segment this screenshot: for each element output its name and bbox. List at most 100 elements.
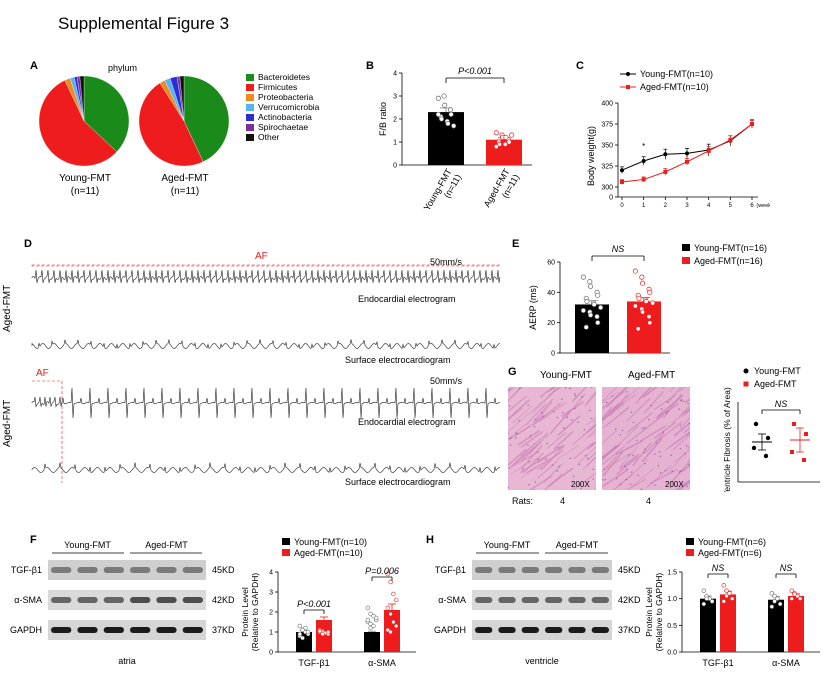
histo-nucleus (619, 483, 622, 486)
h-tissue: ventricle (525, 656, 559, 666)
b-point (509, 132, 515, 138)
histo-nucleus (637, 474, 639, 477)
f-sig-text-1: P=0.006 (365, 566, 399, 576)
histo-fiber (517, 430, 540, 446)
chart-e: 0 20 40 60 AERP (ms) NS Young-FMT(n=16) Aged-FM… (528, 243, 767, 358)
histo-nucleus (643, 427, 646, 429)
histo-fiber (571, 387, 588, 403)
e-legend-swatch-0 (682, 244, 690, 251)
panel-b-label: B (366, 60, 374, 72)
h-young-label: Young-FMT (484, 540, 531, 550)
f-y-label-2: (Relative to GAPDH) (250, 573, 260, 652)
pie-slice-other (79, 75, 85, 122)
histo-nucleus (589, 409, 591, 412)
histo-nucleus (626, 390, 628, 393)
b-y-tick-label: 0 (393, 163, 397, 170)
histo-fiber (508, 448, 528, 467)
f-band (77, 567, 98, 573)
surface-label-bottom: Surface electrocardiogram (345, 477, 451, 487)
c-legend-text-0: Young-FMT(n=10) (640, 69, 713, 79)
histo-nucleus (586, 457, 589, 459)
h-band-size-1: 42KD (618, 595, 641, 605)
f-point (388, 579, 393, 585)
histo-fiber (512, 405, 533, 424)
f-band (182, 567, 203, 573)
f-band (130, 597, 151, 603)
h-y-tick-label: 0.0 (667, 650, 677, 657)
surface-label-top: Surface electrocardiogram (345, 355, 451, 365)
f-point (325, 629, 331, 635)
histo-nucleus (670, 454, 672, 457)
h-band (521, 567, 539, 573)
f-point (385, 605, 391, 611)
h-point (701, 588, 706, 593)
f-band-size-1: 42KD (212, 595, 235, 605)
f-y-tick-label: 4 (269, 570, 273, 577)
f-point (305, 629, 311, 635)
e-point (650, 300, 656, 306)
c-point (750, 122, 754, 126)
e-point (594, 314, 600, 320)
histo-nucleus (509, 444, 512, 446)
histo-fiber (556, 444, 580, 460)
b-point (448, 111, 454, 117)
histo-nucleus (556, 470, 558, 472)
histo-fiber (673, 448, 690, 463)
histo-fiber (602, 429, 618, 444)
e-point (584, 298, 590, 304)
e-point (640, 309, 646, 315)
histo-nucleus (529, 435, 532, 437)
e-point (580, 307, 586, 314)
h-sig-text-0: NS (712, 563, 725, 573)
legend-item-firmicutes: Firmicutes (246, 82, 319, 92)
h-point (772, 593, 777, 599)
histo-fiber (668, 431, 690, 448)
histo-nucleus (544, 458, 547, 460)
endo-label-bottom: Endocardial electrogram (358, 417, 456, 427)
h-legend-text-0: Young-FMT(n=6) (698, 537, 766, 547)
h-band-bg-2 (472, 620, 612, 640)
f-point (385, 571, 391, 577)
histo-fiber (638, 387, 652, 400)
panel-d-label: D (24, 238, 32, 250)
histo-fiber (551, 387, 562, 394)
histo-nucleus (577, 421, 579, 423)
e-point (580, 274, 586, 280)
g-y-label: Ventricle Fibrosis (% of Area) (722, 387, 732, 492)
f-legend-swatch-0 (282, 538, 290, 545)
histo-nucleus (629, 483, 632, 486)
e-point (591, 301, 597, 308)
h-y-label-2: (Relative to GAPDH) (654, 573, 664, 652)
f-band-label-0: TGF-β1 (11, 565, 42, 575)
legend-text: Firmicutes (258, 82, 298, 92)
legend-item-verrucomicrobia: Verrucomicrobia (246, 102, 319, 112)
histo-nucleus (653, 484, 656, 487)
g-point (790, 450, 794, 454)
h-band-bg-0 (472, 560, 612, 580)
h-legend-text-1: Aged-FMT(n=6) (698, 548, 762, 558)
h-band-label-2: GAPDH (434, 625, 466, 635)
b-y-tick-label: 3 (393, 94, 397, 101)
histo-fiber (624, 387, 641, 400)
c-point (663, 152, 668, 157)
f-band (156, 597, 177, 603)
f-band (156, 567, 177, 573)
histo-fiber (669, 387, 676, 392)
histo-fiber (602, 468, 629, 488)
histo-nucleus (671, 470, 674, 472)
e-legend-text-1: Aged-FMT(n=16) (694, 256, 763, 266)
histo-fiber (680, 404, 690, 416)
b-y-tick-label: 1 (393, 140, 397, 147)
panel-h-label: H (426, 534, 434, 546)
h-band (521, 627, 539, 633)
histo-fiber (512, 443, 539, 466)
f-band-bg-1 (48, 590, 206, 610)
e-point (647, 289, 653, 295)
h-band (568, 627, 586, 633)
histo-nucleus (562, 427, 565, 429)
e-point (639, 274, 645, 280)
histo-nucleus (592, 468, 594, 471)
legend-text: Verrucomicrobia (258, 102, 320, 112)
legend-text: Bacteroidetes (258, 72, 310, 82)
b-point (442, 102, 448, 108)
